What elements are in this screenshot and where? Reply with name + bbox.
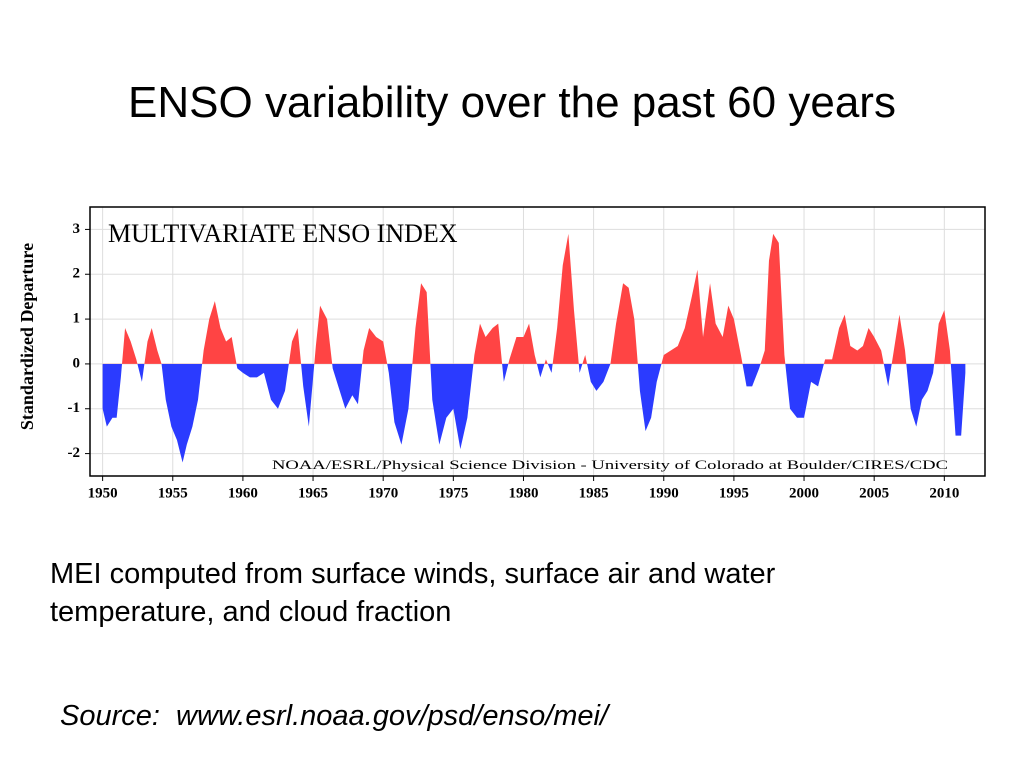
plot-frame (89, 206, 986, 477)
slide-title: ENSO variability over the past 60 years (128, 78, 896, 127)
y-tick-label: -2 (68, 445, 81, 461)
credit: NOAA/ESRL/Physical Science Division - Un… (272, 457, 948, 472)
x-tick-label: 1995 (719, 485, 749, 501)
x-tick-label: 1950 (88, 485, 118, 501)
y-tick-label: 1 (73, 311, 81, 327)
chart-title: MULTIVARIATE ENSO INDEX (108, 219, 458, 248)
x-tick-label: 1970 (368, 485, 398, 501)
x-tick-label: 1985 (579, 485, 609, 501)
x-tick-label: 2005 (859, 485, 889, 501)
chart: 1950 1955 1960 1965 1970 1975 1980 1985 1990 1995… (17, 206, 986, 501)
y-tick-label: 2 (73, 266, 81, 282)
x-tick-label: 2000 (789, 485, 819, 501)
x-tick-label: 2010 (929, 485, 959, 501)
mei-area (102, 233, 966, 463)
x-tick-label: 1960 (228, 485, 258, 501)
y-tick-label: -1 (68, 400, 81, 416)
source: Source: www.esrl.noaa.gov/psd/enso/mei/ (60, 700, 609, 732)
x-tick-label: 1955 (158, 485, 188, 501)
caption: MEI computed from surface winds, surface… (50, 558, 776, 628)
y-tick-label: 0 (73, 355, 81, 371)
x-tick-label: 1990 (649, 485, 679, 501)
y-tick-label: 3 (73, 221, 81, 237)
x-tick-label: 1965 (298, 485, 328, 501)
x-tick-label: 1975 (438, 485, 468, 501)
y-axis-label: Standardized Departure (17, 243, 37, 430)
x-tick-label: 1980 (508, 485, 538, 501)
